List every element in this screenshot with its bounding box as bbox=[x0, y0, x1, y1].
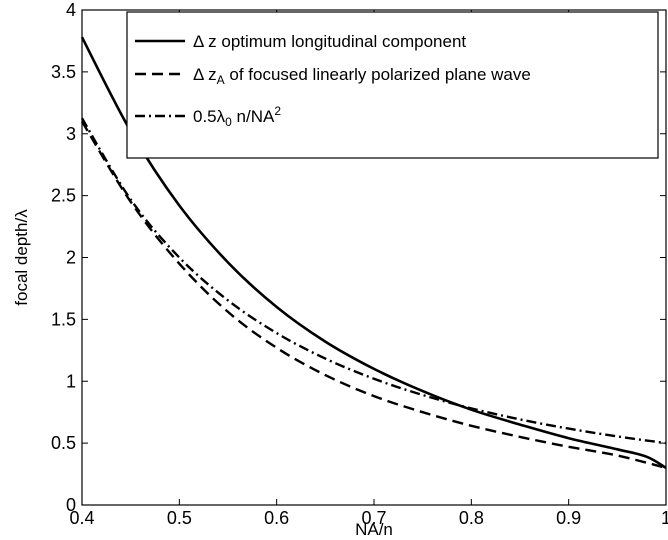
legend-label-2: 0.5λ0 n/NA2 bbox=[193, 104, 281, 129]
y-axis-label: focal depth/λ bbox=[12, 209, 31, 306]
series-line-0 bbox=[80, 36, 667, 470]
legend-label-0: Δ z optimum longitudinal component bbox=[193, 32, 466, 51]
x-axis-label: NA/n bbox=[355, 520, 393, 539]
legend-label-1: Δ zA of focused linearly polarized plane… bbox=[193, 65, 531, 87]
y-tick-label: 2.5 bbox=[51, 186, 76, 206]
series-line-1 bbox=[80, 120, 667, 470]
x-tick-label: 0.5 bbox=[167, 508, 192, 528]
x-tick-label: 0.4 bbox=[69, 508, 94, 528]
y-tick-label: 1.5 bbox=[51, 309, 76, 329]
x-tick-label: 0.8 bbox=[459, 508, 484, 528]
x-tick-label: 0.7 bbox=[361, 508, 386, 528]
ticks: 0.4 0.5 0.6 0.7 0.8 0.9 1 0 0.5 1 1.5 2 2.5 3 3.5 4 bbox=[51, 0, 668, 528]
x-tick-label: 1 bbox=[661, 508, 668, 528]
y-tick-label: 3 bbox=[66, 124, 76, 144]
curves bbox=[80, 36, 667, 470]
legend-entries: Δ z optimum longitudinal component Δ zA o… bbox=[135, 32, 531, 129]
legend-box bbox=[126, 11, 659, 159]
y-tick-label: 4 bbox=[66, 0, 76, 20]
y-tick-label: 0 bbox=[66, 495, 76, 515]
series-line-2 bbox=[80, 117, 667, 445]
x-tick-label: 0.9 bbox=[556, 508, 581, 528]
y-tick-label: 1 bbox=[66, 371, 76, 391]
y-tick-label: 0.5 bbox=[51, 433, 76, 453]
y-tick-label: 2 bbox=[66, 248, 76, 268]
x-tick-label: 0.6 bbox=[264, 508, 289, 528]
y-tick-label: 3.5 bbox=[51, 62, 76, 82]
legend: Δ z optimum longitudinal component Δ zA o… bbox=[126, 11, 659, 159]
